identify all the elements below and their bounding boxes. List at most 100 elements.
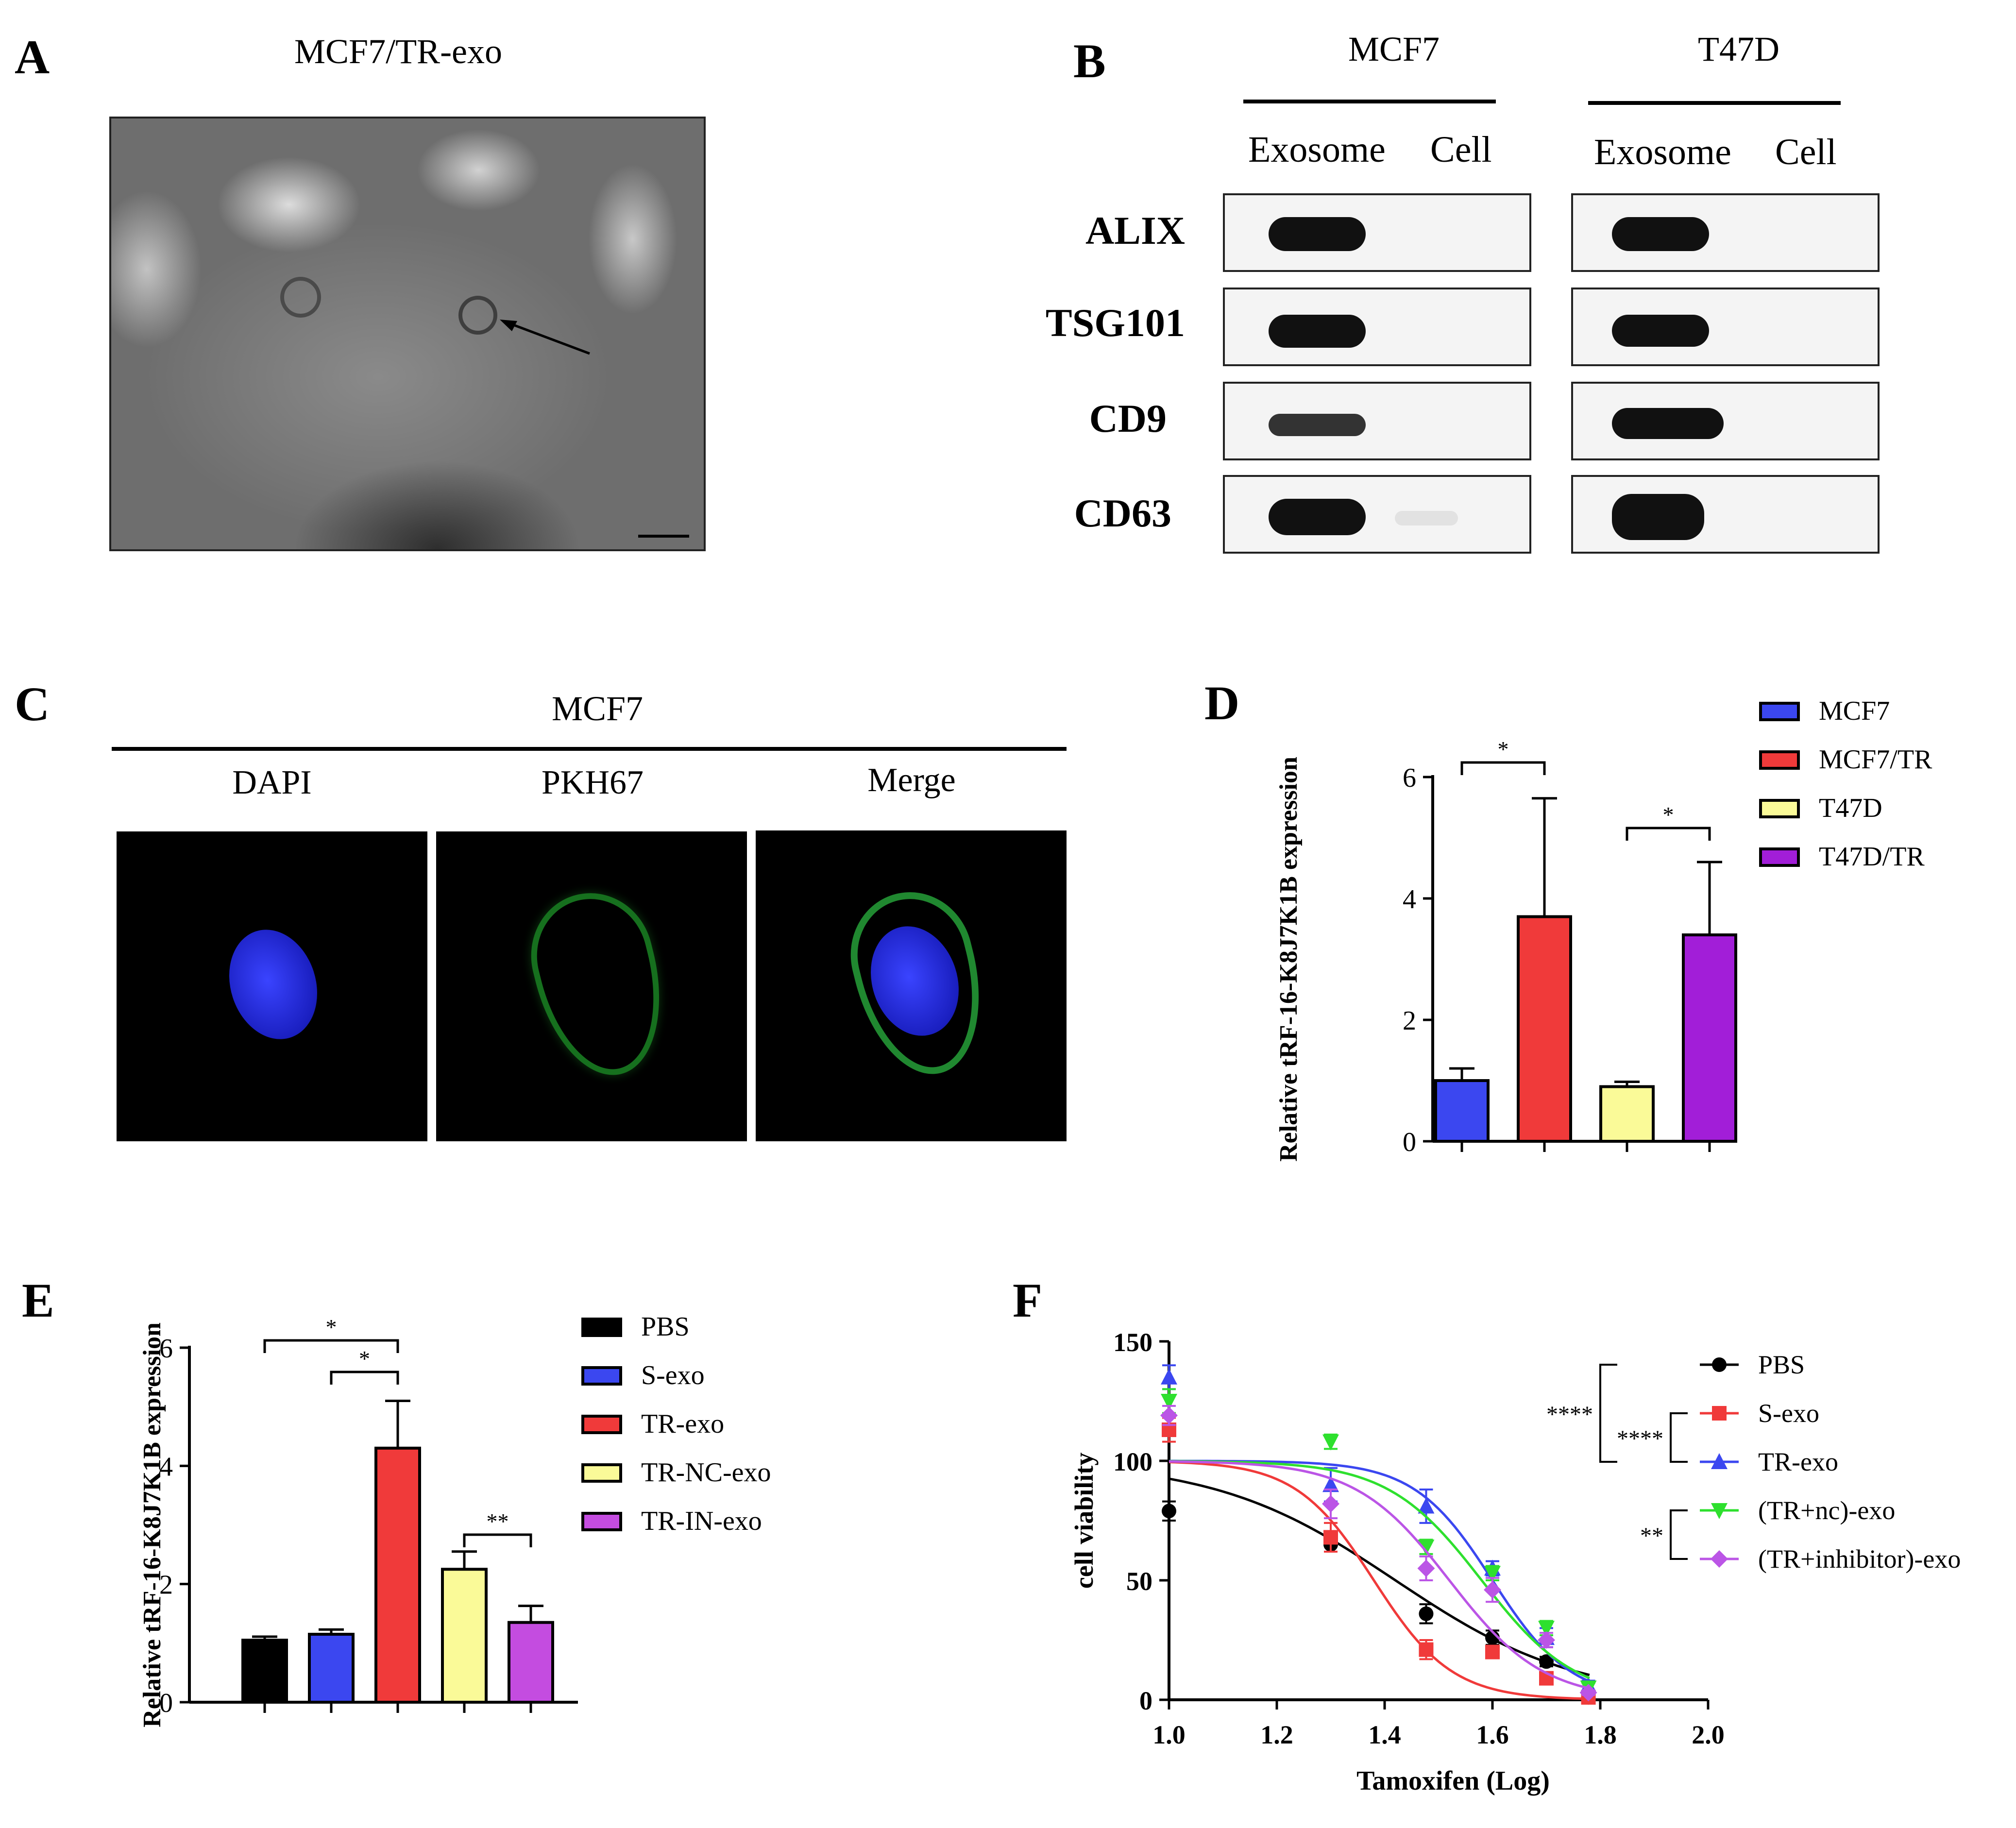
data-point: [1419, 1606, 1434, 1621]
bar: [508, 1621, 554, 1704]
data-point: [1538, 1621, 1555, 1637]
x-tick-label: 1.2: [1260, 1720, 1293, 1749]
tem-micrograph: [109, 117, 706, 551]
protein-label-tsg101: TSG101: [1045, 301, 1185, 345]
legend-swatch: [581, 1415, 622, 1434]
data-point: [1161, 1368, 1177, 1385]
panel-label-f: F: [1013, 1273, 1043, 1327]
bar: [1599, 1085, 1655, 1143]
y-tick-label: 0: [159, 1688, 173, 1718]
legend-swatch: [1759, 847, 1800, 867]
blot-alix-mcf7: [1223, 193, 1531, 272]
group-line-mcf7: [1243, 100, 1496, 103]
x-tick-label: 1.0: [1152, 1720, 1186, 1749]
significance-label: *: [1663, 802, 1674, 827]
data-point: [1323, 1530, 1338, 1545]
data-point: [1484, 1566, 1501, 1582]
legend-label: MCF7/TR: [1819, 745, 1932, 775]
channel-label-dapi: DAPI: [232, 764, 312, 801]
panel-a-title: MCF7/TR-exo: [294, 32, 503, 71]
fit-curve: [1169, 1460, 1590, 1679]
arrow-head-icon: [500, 320, 517, 331]
channel-label-pkh67: PKH67: [541, 764, 644, 801]
significance-label: *: [326, 1315, 337, 1339]
y-axis-label: cell viability: [1069, 1453, 1099, 1589]
legend-marker: [1711, 1453, 1728, 1469]
significance-bracket: [1599, 1364, 1617, 1463]
bar: [374, 1446, 421, 1704]
legend-swatch: [581, 1463, 622, 1483]
legend-swatch: [581, 1366, 622, 1386]
y-tick-label: 6: [1403, 763, 1416, 793]
x-axis-label: Tamoxifen (Log): [1356, 1766, 1550, 1796]
bar: [241, 1639, 288, 1704]
data-point: [1322, 1495, 1339, 1513]
significance-bracket: [1460, 761, 1546, 775]
data-point: [1322, 1434, 1339, 1451]
x-tick-label: 1.6: [1476, 1720, 1509, 1749]
legend-label: TR-exo: [1758, 1447, 1838, 1476]
data-point: [1418, 1540, 1435, 1556]
data-point: [1418, 1497, 1435, 1514]
data-point: [1161, 1394, 1177, 1410]
bar: [1517, 915, 1572, 1143]
panel-label-b: B: [1073, 34, 1106, 88]
significance-label: **: [487, 1509, 509, 1534]
exosome-vesicle: [458, 296, 497, 335]
legend-label: PBS: [641, 1312, 690, 1342]
data-point: [1162, 1504, 1176, 1519]
blot-cd9-t47d: [1571, 382, 1880, 460]
legend-label: TR-IN-exo: [641, 1506, 762, 1536]
blot-tsg101-mcf7: [1223, 288, 1531, 366]
x-tick-label: 1.8: [1584, 1720, 1617, 1749]
significance-label: ****: [1546, 1402, 1593, 1427]
y-tick-label: 150: [1113, 1328, 1152, 1357]
legend-label: T47D/TR: [1819, 842, 1925, 872]
y-tick-label: 2: [1403, 1006, 1416, 1036]
blot-cd9-mcf7: [1223, 382, 1531, 460]
significance-label: *: [359, 1346, 370, 1371]
legend-swatch: [581, 1318, 622, 1337]
channel-label-merge: Merge: [867, 762, 956, 799]
data-point: [1419, 1642, 1434, 1657]
legend-label: TR-exo: [641, 1409, 724, 1439]
panel-label-d: D: [1204, 676, 1240, 730]
panel-label-c: C: [15, 677, 50, 731]
group-label-mcf7: MCF7: [1348, 30, 1440, 68]
blot-cd63-mcf7: [1223, 475, 1531, 554]
lane-label: Cell: [1775, 132, 1837, 172]
legend-marker: [1712, 1357, 1727, 1372]
data-point: [1322, 1476, 1339, 1492]
y-tick-label: 0: [1139, 1686, 1152, 1715]
legend-label: (TR+inhibitor)-exo: [1758, 1544, 1961, 1574]
legend-label: (TR+nc)-exo: [1758, 1496, 1895, 1525]
protein-label-cd63: CD63: [1074, 491, 1171, 535]
data-point: [1484, 1581, 1501, 1599]
legend-swatch: [1759, 702, 1800, 721]
y-tick-label: 6: [159, 1334, 173, 1364]
legend-swatch: [1759, 750, 1800, 770]
y-tick-label: 4: [159, 1452, 173, 1482]
data-point: [1538, 1631, 1555, 1649]
significance-bracket: [1670, 1509, 1688, 1560]
panel-label-a: A: [15, 30, 50, 84]
panel-label-e: E: [22, 1273, 54, 1327]
legend-label: S-exo: [641, 1360, 705, 1390]
y-tick-label: 100: [1113, 1447, 1152, 1476]
legend-label: MCF7: [1819, 699, 1890, 726]
lane-label: Exosome: [1594, 132, 1731, 172]
y-axis-label: Relative tRF-16-K8J7K1B expression: [138, 1322, 166, 1727]
significance-bracket: [263, 1339, 399, 1353]
y-axis-label: Relative tRF-16-K8J7K1B expression: [1275, 757, 1303, 1162]
significance-label: ****: [1617, 1426, 1663, 1452]
blot-cd63-t47d: [1571, 475, 1880, 554]
data-point: [1417, 1559, 1435, 1577]
x-tick-label: 2.0: [1692, 1720, 1725, 1749]
data-point: [1485, 1644, 1500, 1659]
bar: [441, 1568, 488, 1704]
panel-c-rule: [112, 747, 1067, 751]
protein-label-alix: ALIX: [1085, 208, 1185, 253]
y-tick-label: 50: [1126, 1567, 1152, 1596]
protein-label-cd9: CD9: [1089, 396, 1167, 440]
